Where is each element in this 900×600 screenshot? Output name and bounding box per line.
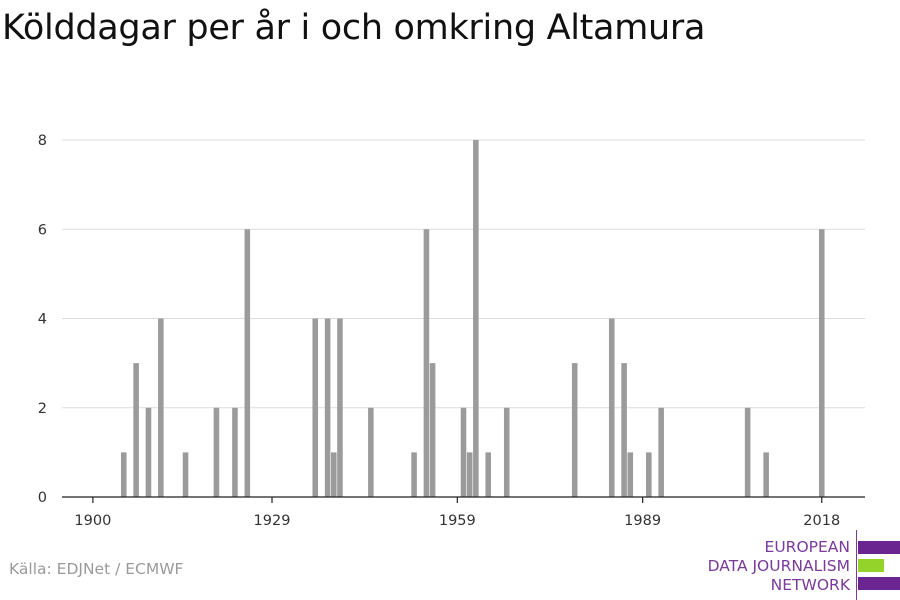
y-tick-label: 2 — [38, 401, 47, 417]
bar — [182, 452, 189, 497]
bar — [571, 363, 578, 497]
logo-line-european: EUROPEAN — [764, 538, 850, 556]
bar — [485, 452, 491, 497]
bar — [608, 318, 615, 497]
bar — [503, 407, 510, 497]
logo-bar-green — [858, 559, 884, 572]
x-tick-label: 1929 — [254, 513, 291, 529]
bar — [646, 452, 652, 497]
x-tick-label: 2018 — [803, 513, 840, 529]
y-tick-label: 8 — [38, 133, 47, 149]
bar — [411, 452, 417, 497]
bar — [658, 407, 664, 497]
logo-bar-purple-bottom — [858, 577, 900, 590]
y-tick-label: 0 — [38, 490, 47, 506]
bar — [627, 452, 634, 497]
bar — [133, 363, 139, 497]
bar — [460, 407, 467, 497]
x-tick-label: 1900 — [74, 513, 111, 529]
bar — [473, 140, 479, 497]
x-tick-label: 1959 — [439, 513, 476, 529]
x-axis-ticks: 1900 1929 1959 1989 2018 — [74, 497, 840, 529]
bar — [621, 363, 627, 497]
bar — [244, 229, 251, 497]
bar — [368, 407, 374, 497]
bar — [331, 452, 337, 497]
chart-title: Kölddagar per år i och omkring Altamura — [2, 8, 706, 48]
source-note: Källa: EDJNet / ECMWF — [9, 560, 184, 578]
logo-line-data-journalism: DATA JOURNALISM — [707, 557, 850, 575]
bar — [213, 407, 220, 497]
bar — [744, 407, 751, 497]
logo-bar-purple-top — [858, 541, 900, 554]
bar — [423, 229, 430, 497]
logo-line-network: NETWORK — [770, 576, 850, 594]
bar — [145, 407, 152, 497]
logo-divider — [856, 530, 857, 600]
bars — [120, 140, 825, 497]
bar — [337, 318, 343, 497]
bar — [120, 452, 127, 497]
x-tick-label: 1989 — [624, 513, 661, 529]
bar — [232, 407, 238, 497]
y-axis-ticks: 0 2 4 6 8 — [38, 133, 47, 506]
bar — [818, 229, 825, 497]
bar — [763, 452, 769, 497]
y-tick-label: 6 — [38, 222, 47, 238]
edjnet-logo: EUROPEAN DATA JOURNALISM NETWORK — [700, 530, 900, 600]
y-tick-label: 4 — [38, 312, 47, 328]
bar — [312, 318, 319, 497]
bar — [429, 363, 436, 497]
bar — [158, 318, 164, 497]
bar — [466, 452, 473, 497]
bar — [324, 318, 331, 497]
gridlines — [62, 139, 865, 409]
